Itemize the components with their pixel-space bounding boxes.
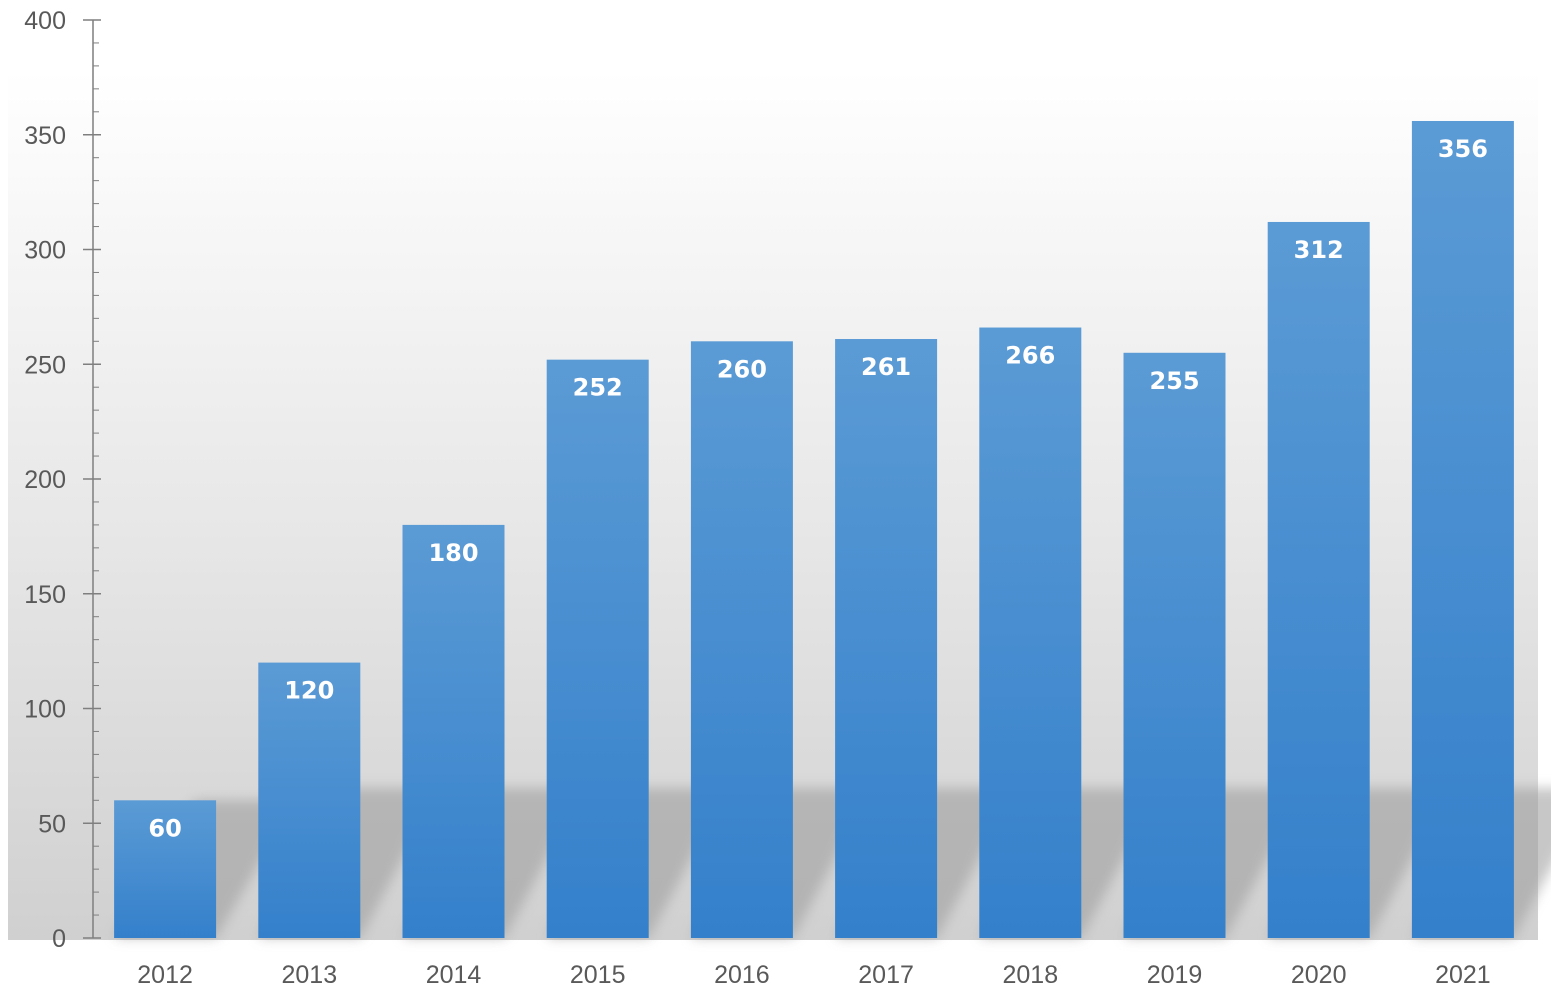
y-tick-label-0: 0	[52, 925, 66, 953]
x-tick-label-2012: 2012	[137, 961, 193, 989]
y-tick-label-250: 250	[24, 351, 66, 379]
x-tick-label-2021: 2021	[1435, 961, 1491, 989]
y-tick-label-350: 350	[24, 122, 66, 150]
x-axis-tick-labels: 2012 2013 2014 2015 2016 2017 2018 2019 2020 2021	[137, 961, 1490, 989]
bars	[114, 120, 1514, 939]
y-axis: 0 50 100 150 200 250 300 350 400	[24, 7, 101, 953]
x-tick-label-2018: 2018	[1002, 961, 1058, 989]
bar-2021	[1411, 120, 1514, 939]
bar-2013	[258, 662, 361, 938]
data-label-2016: 260	[717, 355, 767, 383]
bar-2016	[690, 341, 793, 938]
bar-2019	[1123, 352, 1226, 938]
bar-2012	[114, 800, 217, 938]
data-label-2014: 180	[428, 539, 478, 567]
data-label-2017: 261	[861, 353, 911, 381]
data-labels: 60 120 180 252 260 261 266 255 312 356	[148, 135, 1488, 842]
data-label-2018: 266	[1005, 342, 1055, 370]
bar-2014	[402, 524, 505, 938]
y-tick-label-300: 300	[24, 237, 66, 265]
y-tick-label-50: 50	[38, 810, 66, 838]
data-label-2013: 120	[284, 677, 334, 705]
x-tick-label-2016: 2016	[714, 961, 770, 989]
data-label-2019: 255	[1149, 367, 1199, 395]
x-tick-label-2019: 2019	[1147, 961, 1203, 989]
bar-2017	[835, 339, 938, 938]
y-tick-label-100: 100	[24, 696, 66, 724]
data-label-2012: 60	[148, 814, 181, 842]
bar-2020	[1267, 221, 1370, 938]
y-tick-label-400: 400	[24, 7, 66, 35]
y-tick-label-200: 200	[24, 466, 66, 494]
y-tick-label-150: 150	[24, 581, 66, 609]
data-label-2020: 312	[1294, 236, 1344, 264]
x-tick-label-2013: 2013	[281, 961, 337, 989]
data-label-2015: 252	[573, 374, 623, 402]
x-tick-label-2015: 2015	[570, 961, 626, 989]
x-tick-label-2020: 2020	[1291, 961, 1347, 989]
bar-2015	[546, 359, 649, 938]
x-tick-label-2014: 2014	[426, 961, 482, 989]
bar-2018	[979, 327, 1082, 938]
data-label-2021: 356	[1438, 135, 1488, 163]
x-tick-label-2017: 2017	[858, 961, 914, 989]
